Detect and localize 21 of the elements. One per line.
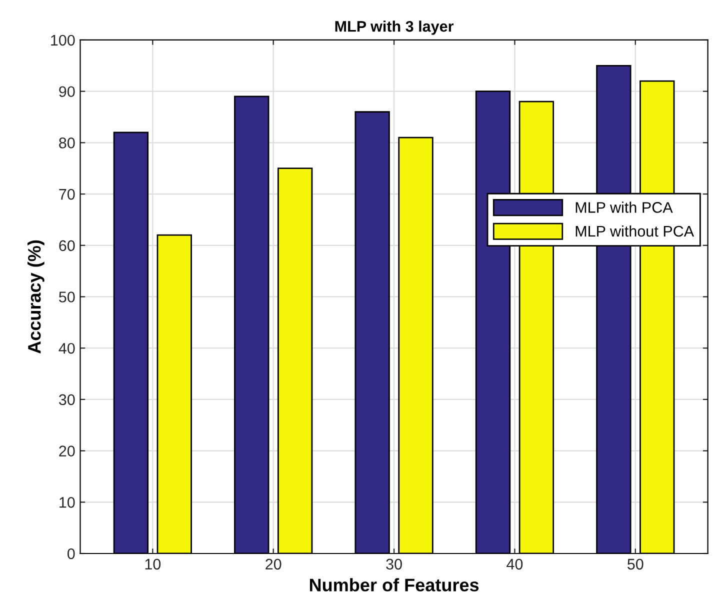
y-tick-label: 30 — [58, 394, 75, 406]
y-tick-label: 60 — [59, 240, 75, 252]
y-tick-label: 70 — [59, 188, 75, 200]
x-tick-label: 20 — [266, 558, 282, 570]
x-tick-label: 10 — [145, 558, 161, 570]
y-tick-label: 90 — [59, 86, 75, 98]
y-tick-label: 50 — [59, 292, 75, 302]
x-tick-label: 30 — [386, 558, 402, 570]
x-axis-title: Number of Features — [310, 578, 479, 592]
y-tick-label: 10 — [60, 497, 75, 508]
legend-label: MLP without PCA — [576, 225, 694, 237]
y-tick-label: 0 — [67, 548, 75, 560]
legend-label: MLP with PCA — [576, 202, 673, 213]
y-tick-label: 20 — [59, 446, 75, 456]
x-tick-label: 50 — [628, 558, 644, 570]
y-tick-label: 100 — [51, 34, 75, 46]
chart-title: MLP with 3 layer — [335, 20, 454, 35]
y-tick-label: 80 — [59, 138, 75, 148]
x-tick-label: 40 — [506, 558, 523, 570]
y-axis-title: Accuracy (%) — [28, 240, 44, 354]
y-tick-label: 40 — [58, 342, 75, 354]
